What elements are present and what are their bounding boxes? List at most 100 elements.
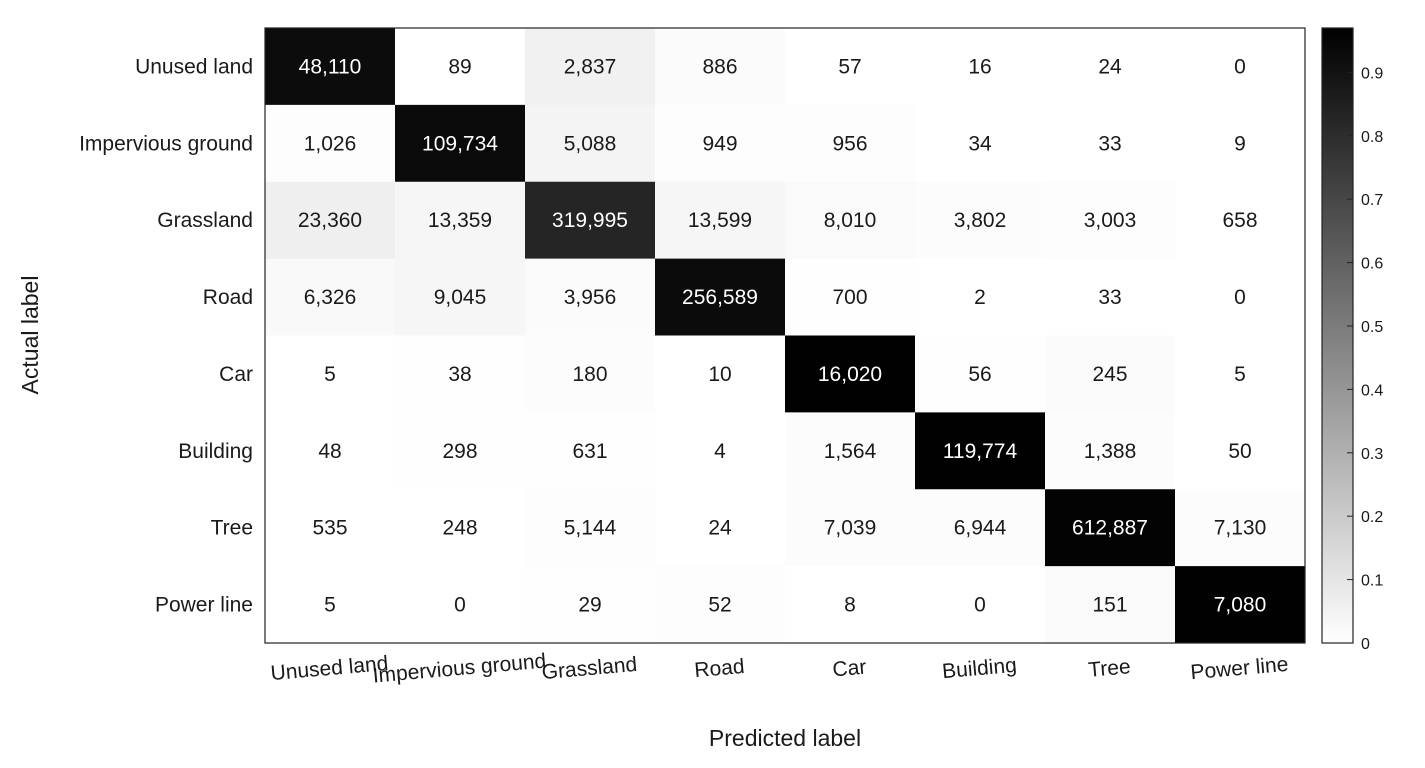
cell-value: 5 (1234, 363, 1246, 386)
heatmap-cell (655, 258, 786, 336)
colorbar-tick-label: 0.9 (1361, 65, 1383, 82)
heatmap-cell (265, 566, 396, 644)
heatmap-cell (525, 104, 656, 183)
heatmap-cell (915, 335, 1046, 413)
heatmap-cell (1175, 412, 1306, 490)
heatmap-cell (265, 258, 396, 336)
heatmap-cell (785, 104, 916, 183)
x-tick-label: Road (693, 655, 745, 682)
cell-value: 119,774 (943, 440, 1018, 463)
cell-value: 956 (832, 132, 867, 155)
cell-value: 3,956 (564, 286, 617, 309)
heatmap-cell (1045, 566, 1176, 644)
heatmap-cell (395, 412, 526, 490)
heatmap-cell (265, 104, 396, 183)
heatmap-cell (265, 412, 396, 490)
cell-value: 13,359 (428, 209, 492, 232)
cell-value: 6,944 (954, 517, 1007, 540)
x-tick-label: Building (941, 654, 1017, 683)
heatmap-cell (395, 28, 526, 106)
heatmap-cell (1045, 28, 1176, 106)
heatmap-cell (395, 335, 526, 413)
heatmap-cell (1175, 566, 1306, 644)
heatmap-cell (395, 258, 526, 336)
cell-value: 2 (974, 286, 986, 309)
heatmap-cell (395, 566, 526, 644)
cell-value: 0 (454, 594, 466, 617)
heatmap-cell (915, 412, 1046, 490)
colorbar: 0 0.1 0.2 0.3 0.4 0.5 0.6 0.7 0.8 0.9 (1321, 27, 1383, 653)
cell-value: 256,589 (682, 286, 758, 309)
heatmap-cell (395, 181, 526, 260)
heatmap-cell (1175, 335, 1306, 413)
heatmap-cell (655, 412, 786, 490)
heatmap-cell (785, 258, 916, 336)
cell-value: 612,887 (1072, 517, 1148, 540)
cell-value: 48 (318, 440, 341, 463)
cell-value: 6,326 (304, 286, 357, 309)
cell-value: 8,010 (824, 209, 877, 232)
y-tick-label: Impervious ground (79, 132, 253, 155)
cell-value: 7,130 (1214, 517, 1267, 540)
cell-value: 5 (324, 594, 336, 617)
colorbar-gradient (1321, 27, 1354, 644)
x-tick-label: Tree (1087, 655, 1131, 682)
heatmap-cell (265, 335, 396, 413)
cell-value: 16,020 (818, 363, 882, 386)
cell-value: 109,734 (422, 132, 498, 155)
heatmap-cell (915, 104, 1046, 183)
heatmap-cell (1045, 258, 1176, 336)
x-tick-label: Car (832, 656, 868, 682)
y-axis-tick-labels: Unused land Impervious ground Grassland Roa… (79, 55, 253, 616)
heatmap-cell (915, 181, 1046, 260)
cell-value: 24 (1098, 55, 1122, 78)
cell-value: 248 (442, 517, 477, 540)
cell-value: 8 (844, 594, 856, 617)
heatmap-cell (785, 566, 916, 644)
cell-value: 5 (324, 363, 336, 386)
cell-value: 5,144 (564, 517, 617, 540)
heatmap-cell (655, 181, 786, 260)
heatmap-cell (525, 412, 656, 490)
x-axis-label: Predicted label (709, 725, 861, 751)
heatmap-cell (265, 28, 396, 106)
heatmap-cell (265, 489, 396, 567)
cell-value: 57 (838, 55, 861, 78)
heatmap-cell (655, 566, 786, 644)
cell-value: 631 (572, 440, 607, 463)
cell-value: 38 (448, 363, 471, 386)
heatmap-cell (655, 335, 786, 413)
cell-value: 658 (1222, 209, 1257, 232)
heatmap-cell (395, 104, 526, 183)
heatmap-cell (915, 489, 1046, 567)
heatmap-cell (1175, 181, 1306, 260)
y-axis-label: Actual label (17, 276, 43, 395)
cell-value: 7,039 (824, 517, 877, 540)
cell-value: 1,564 (824, 440, 877, 463)
cell-value: 180 (572, 363, 607, 386)
colorbar-tick-label: 0.3 (1361, 446, 1383, 463)
cell-value: 2,837 (564, 55, 617, 78)
heatmap-cell (915, 258, 1046, 336)
plot-frame (264, 27, 1306, 644)
heatmap-cell (525, 28, 656, 106)
heatmap-cell (525, 489, 656, 567)
heatmap-cell (525, 335, 656, 413)
cell-value: 151 (1092, 594, 1127, 617)
heatmap-cell (785, 335, 916, 413)
x-tick-label: Power line (1190, 653, 1290, 684)
y-tick-label: Power line (155, 594, 253, 617)
heatmap-cell (915, 566, 1046, 644)
heatmap-cell (265, 181, 396, 260)
heatmap-cell (1045, 181, 1176, 260)
cell-value: 52 (708, 594, 731, 617)
cell-value: 535 (312, 517, 347, 540)
heatmap-cell (1045, 412, 1176, 490)
cell-value: 3,802 (954, 209, 1007, 232)
cell-value: 1,388 (1084, 440, 1137, 463)
colorbar-tick-label: 0.6 (1361, 256, 1383, 273)
cell-value: 3,003 (1084, 209, 1137, 232)
heatmap-cell (525, 258, 656, 336)
